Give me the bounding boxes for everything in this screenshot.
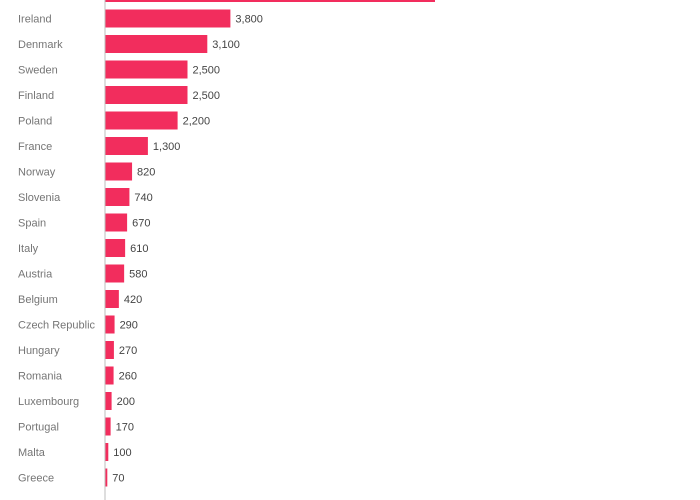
bar-luxembourg: [105, 392, 112, 410]
category-label: Denmark: [18, 39, 63, 51]
bar-united-kingdom: [105, 0, 435, 2]
category-label: Malta: [18, 447, 46, 459]
category-label: Norway: [18, 167, 56, 179]
value-label: 2,200: [183, 116, 211, 128]
category-label: Hungary: [18, 345, 60, 357]
bar-spain: [105, 213, 128, 232]
category-label: Poland: [18, 116, 52, 128]
bar-greece: [105, 468, 108, 487]
category-label: Slovenia: [18, 192, 61, 204]
bar-czech-republic: [105, 315, 115, 334]
category-label: Finland: [18, 90, 54, 102]
value-label: 70: [112, 473, 124, 485]
value-label: 100: [113, 447, 131, 459]
category-label: France: [18, 141, 52, 153]
bar-hungary: [105, 341, 114, 359]
category-label: Spain: [18, 218, 46, 230]
category-label: Ireland: [18, 14, 52, 26]
bar-poland: [105, 111, 178, 130]
value-label: 200: [117, 396, 135, 408]
value-label: 3,800: [235, 14, 263, 26]
category-label: Italy: [18, 243, 39, 255]
value-label: 3,100: [212, 39, 240, 51]
value-label: 420: [124, 294, 142, 306]
bars-group: [105, 0, 435, 487]
value-label: 260: [119, 371, 137, 383]
bar-denmark: [105, 35, 208, 53]
category-labels: United KingdomIrelandDenmarkSwedenFinlan…: [18, 14, 96, 485]
bar-belgium: [105, 290, 119, 308]
value-label: 2,500: [193, 90, 221, 102]
bar-france: [105, 137, 148, 155]
category-label: Belgium: [18, 294, 58, 306]
value-label: 740: [134, 192, 152, 204]
value-label: 670: [132, 218, 150, 230]
category-label: Luxembourg: [18, 396, 79, 408]
category-label: Czech Republic: [18, 320, 96, 332]
value-label: 2,500: [193, 65, 221, 77]
bar-sweden: [105, 60, 188, 79]
value-label: 270: [119, 345, 137, 357]
bar-austria: [105, 264, 125, 283]
bar-portugal: [105, 417, 111, 436]
value-labels: 10,0003,8003,1002,5002,5002,2001,3008207…: [112, 14, 263, 485]
category-label: Portugal: [18, 422, 59, 434]
bar-finland: [105, 86, 188, 104]
bar-italy: [105, 239, 126, 257]
value-label: 1,300: [153, 141, 181, 153]
category-label: Greece: [18, 473, 54, 485]
category-label: Sweden: [18, 65, 58, 77]
bar-romania: [105, 366, 114, 385]
value-label: 170: [116, 422, 134, 434]
value-label: 290: [120, 320, 138, 332]
value-label: 610: [130, 243, 148, 255]
bar-slovenia: [105, 188, 130, 206]
value-label: 580: [129, 269, 147, 281]
bar-norway: [105, 162, 133, 181]
bar-malta: [105, 443, 109, 461]
category-label: Romania: [18, 371, 63, 383]
value-label: 820: [137, 167, 155, 179]
bar-ireland: [105, 9, 231, 28]
category-label: Austria: [18, 269, 53, 281]
